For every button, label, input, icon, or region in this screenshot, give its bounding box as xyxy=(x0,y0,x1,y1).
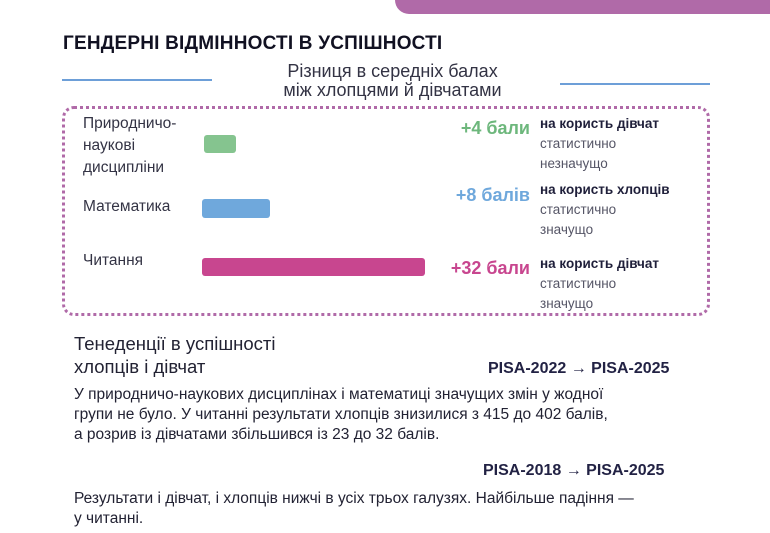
trends-title: Тенеденції в успішності хлопців і дівчат xyxy=(74,332,276,378)
verdict-science: на користь дівчат статистично незначущо xyxy=(540,114,659,174)
category-label-math: Математика xyxy=(83,196,170,218)
chart-panel xyxy=(62,106,710,316)
left-divider xyxy=(62,79,212,81)
verdict-significance-line: статистично xyxy=(540,276,617,291)
verdict-direction: на користь дівчат xyxy=(540,256,660,271)
trends-title-line: Тенеденції в успішності xyxy=(74,333,276,354)
category-label-line: дисципліни xyxy=(83,159,165,176)
verdict-significance-line: значущо xyxy=(540,222,594,237)
paragraph-line: Результати і дівчат, і хлопців нижчі в у… xyxy=(74,490,634,507)
verdict-significance-line: статистично xyxy=(540,202,617,217)
right-divider xyxy=(560,83,710,85)
category-label-science: Природничо- наукові дисципліни xyxy=(83,113,176,179)
verdict-direction: на користь дівчат xyxy=(540,116,660,131)
bar-science xyxy=(204,135,236,153)
trend-paragraph-2: Результати і дівчат, і хлопців нижчі в у… xyxy=(74,489,634,529)
period-label-2022-2025: PISA-2022 → PISA-2025 xyxy=(488,360,670,377)
category-label-line: Математика xyxy=(83,198,171,215)
category-label-reading: Читання xyxy=(83,250,143,272)
verdict-significance-line: значущо xyxy=(540,296,594,311)
verdict-significance-line: незначущо xyxy=(540,156,608,171)
paragraph-line: у читанні. xyxy=(74,510,144,527)
value-label-math: +8 балів xyxy=(455,185,530,205)
bar-reading xyxy=(202,258,425,276)
verdict-direction: на користь хлопців xyxy=(540,182,670,197)
verdict-significance-line: статистично xyxy=(540,136,617,151)
trend-paragraph-1: У природничо-наукових дисциплінах і мате… xyxy=(74,385,608,445)
paragraph-line: групи не було. У читанні результати хлоп… xyxy=(74,406,608,423)
bar-math xyxy=(202,199,270,218)
page-title: ГЕНДЕРНІ ВІДМІННОСТІ В УСПІШНОСТІ xyxy=(63,33,443,54)
category-label-line: Природничо- xyxy=(83,115,177,132)
verdict-reading: на користь дівчат статистично значущо xyxy=(540,254,659,314)
top-decoration-bar xyxy=(395,0,770,14)
chart-subtitle: Різниця в середніх балах між хлопцями й … xyxy=(215,62,570,100)
subtitle-line-2: між хлопцями й дівчатами xyxy=(283,80,502,100)
value-label-science: +4 бали xyxy=(460,118,530,138)
category-label-line: наукові xyxy=(83,137,136,154)
subtitle-line-1: Різниця в середніх балах xyxy=(287,61,498,81)
verdict-math: на користь хлопців статистично значущо xyxy=(540,180,670,240)
period-label-2018-2025: PISA-2018 → PISA-2025 xyxy=(483,462,665,479)
paragraph-line: а розрив із дівчатами збільшився із 23 д… xyxy=(74,426,440,443)
category-label-line: Читання xyxy=(83,252,144,269)
value-label-reading: +32 бали xyxy=(450,258,530,278)
paragraph-line: У природничо-наукових дисциплінах і мате… xyxy=(74,386,604,403)
trends-title-line: хлопців і дівчат xyxy=(74,356,206,377)
